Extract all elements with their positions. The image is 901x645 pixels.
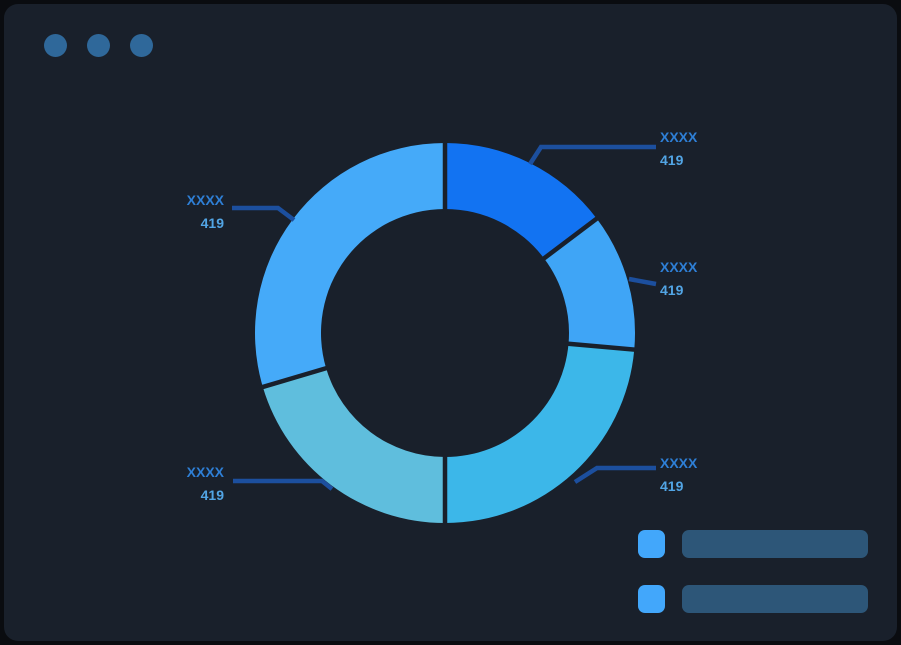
legend-label-placeholder (682, 530, 868, 558)
slice-label-value: 419 (200, 487, 224, 503)
slice-label-name: XXXX (186, 192, 224, 208)
slice-label-name: XXXX (186, 464, 224, 480)
slice-label-value: 419 (660, 282, 684, 298)
slice-label-value: 419 (660, 478, 684, 494)
slice-divider (565, 341, 638, 353)
slice-dividers (259, 140, 638, 526)
slice-label-bottom-left: XXXX 419 (104, 461, 224, 507)
legend-item-2[interactable] (638, 585, 868, 613)
legend-label-placeholder (682, 585, 868, 613)
legend-swatch-icon (638, 585, 665, 613)
window-control-dot-1[interactable] (44, 34, 67, 57)
chart-legend (638, 530, 868, 613)
legend-item-1[interactable] (638, 530, 868, 558)
slice-label-right: XXXX 419 (660, 256, 697, 302)
donut-slice-3[interactable] (445, 343, 635, 523)
donut-slices (255, 143, 635, 523)
connector-bottom-right-icon (573, 465, 656, 484)
connector-top-right-icon (528, 144, 656, 166)
donut-slice-1[interactable] (445, 143, 597, 259)
slice-label-name: XXXX (660, 129, 698, 145)
connector-top-left-icon (232, 205, 296, 222)
connector-bottom-left-icon (233, 478, 334, 491)
donut-slice-4[interactable] (262, 368, 445, 523)
slice-label-value: 419 (200, 215, 224, 231)
window-control-dot-2[interactable] (87, 34, 110, 57)
slice-label-bottom-right: XXXX 419 (660, 452, 697, 498)
slice-label-name: XXXX (660, 259, 698, 275)
connector-right-icon (628, 276, 657, 287)
label-connectors (232, 144, 657, 491)
legend-swatch-icon (638, 530, 665, 558)
slice-divider (540, 215, 601, 262)
slice-label-value: 419 (660, 152, 684, 168)
slice-divider (259, 365, 330, 390)
slice-label-top-left: XXXX 419 (104, 189, 224, 235)
slice-label-name: XXXX (660, 455, 698, 471)
window-control-dot-3[interactable] (130, 34, 153, 57)
slice-label-top-right: XXXX 419 (660, 126, 697, 172)
donut-slice-5[interactable] (255, 143, 445, 387)
window-controls (44, 34, 153, 57)
donut-slice-2[interactable] (544, 218, 635, 350)
